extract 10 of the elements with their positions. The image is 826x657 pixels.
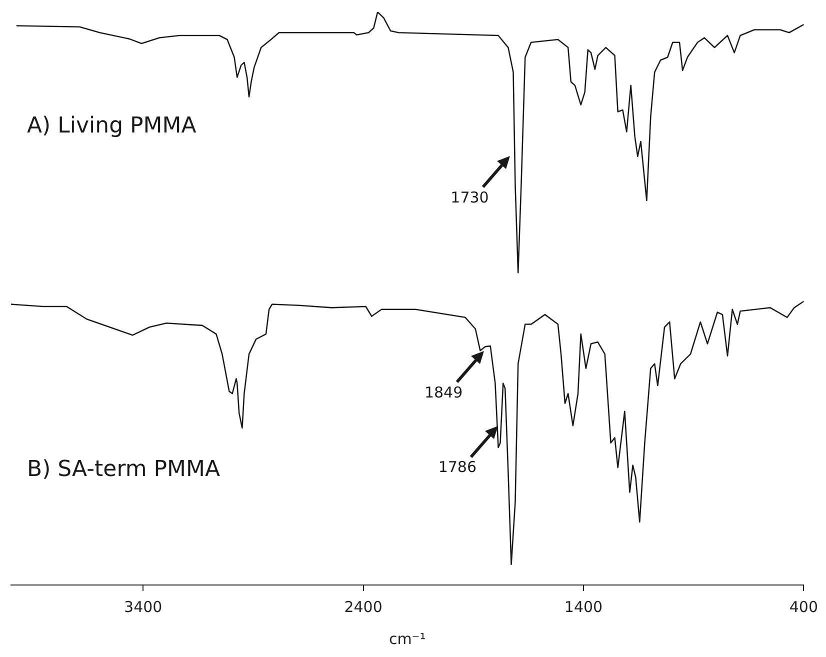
annotation: 1849 bbox=[424, 383, 463, 402]
x-tick-label: 2400 bbox=[344, 598, 382, 616]
x-tick-label: 3400 bbox=[124, 598, 162, 616]
annotation: A) Living PMMA bbox=[27, 113, 196, 138]
annotation: 1786 bbox=[438, 458, 476, 476]
x-tick-label: 1400 bbox=[564, 598, 603, 616]
x-axis-title: cm⁻¹ bbox=[388, 630, 426, 648]
annotation: 1730 bbox=[450, 188, 489, 207]
x-tick-label: 400 bbox=[789, 598, 818, 616]
annotation: B) SA-term PMMA bbox=[27, 457, 220, 482]
